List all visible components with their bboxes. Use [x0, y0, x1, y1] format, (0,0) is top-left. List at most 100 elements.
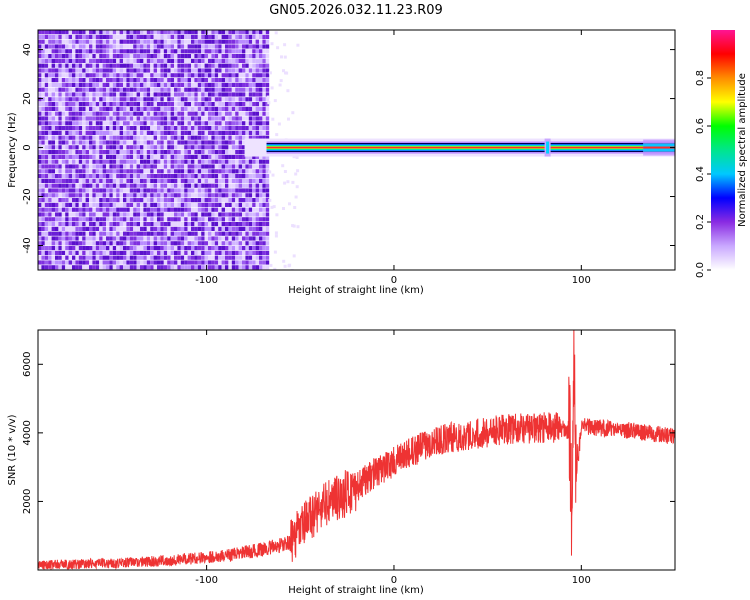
- spectrogram-cell: [136, 102, 140, 107]
- spectrogram-cell: [65, 121, 69, 126]
- spectrogram-cell: [123, 164, 127, 169]
- spectrogram-cell: [109, 250, 113, 255]
- spectrogram-cell: [126, 159, 130, 164]
- spectrogram-cell: [75, 121, 79, 126]
- spectrogram-cell: [255, 97, 259, 102]
- spectrogram-cell: [174, 34, 178, 39]
- spectrogram-cell: [102, 198, 106, 203]
- spectrogram-cell: [214, 150, 219, 155]
- spectrogram-cell: [153, 130, 157, 135]
- spectrogram-y-tick-label: 20: [22, 92, 33, 105]
- spectrogram-cell: [160, 150, 164, 155]
- spectrogram-cell: [140, 150, 144, 155]
- spectrogram-cell: [255, 111, 259, 116]
- spectrogram-cell: [65, 159, 69, 164]
- spectrogram-cell: [157, 159, 161, 164]
- spectrogram-cell: [75, 260, 79, 265]
- spectrogram-cell: [255, 255, 259, 260]
- spectrogram-cell: [245, 135, 249, 140]
- spectrogram-cell: [85, 97, 89, 102]
- spectrogram-cell: [136, 111, 140, 116]
- spectrogram-cell: [204, 178, 208, 183]
- spectrogram-cell: [126, 222, 130, 227]
- spectrogram-cell: [252, 260, 256, 265]
- spectrogram-cell: [278, 83, 282, 87]
- spectrogram-cell: [89, 73, 93, 78]
- spectrogram-cell: [102, 241, 106, 246]
- spectrogram-cell: [167, 250, 171, 255]
- spectrogram-cell: [153, 198, 157, 203]
- spectrogram-cell: [72, 116, 76, 121]
- spectrogram-cell: [78, 34, 83, 39]
- spectrogram-cell: [44, 106, 49, 111]
- spectrogram-cell: [89, 111, 93, 116]
- spectrogram-cell: [194, 159, 198, 164]
- spectrogram-cell: [214, 250, 219, 255]
- spectrogram-cell: [75, 174, 79, 179]
- spectrogram-cell: [109, 73, 113, 78]
- spectrogram-cell: [201, 92, 205, 97]
- spectrogram-cell: [126, 246, 130, 251]
- spectrogram-cell: [214, 178, 219, 183]
- spectrogram-cell: [208, 202, 212, 207]
- spectrogram-cell: [99, 34, 103, 39]
- spectrogram-cell: [197, 54, 202, 59]
- spectrogram-cell: [170, 265, 174, 270]
- spectrogram-cell: [225, 68, 229, 73]
- spectrogram-cell: [61, 202, 66, 207]
- spectrogram-cell: [265, 63, 270, 68]
- spectrogram-cell: [109, 54, 113, 59]
- spectrogram-cell: [221, 222, 225, 227]
- spectrogram-cell: [150, 154, 154, 159]
- spectrogram-cell: [72, 265, 76, 270]
- spectrogram-cell: [146, 154, 151, 159]
- spectrogram-cell: [126, 63, 130, 68]
- spectrogram-cell: [126, 58, 130, 63]
- spectrogram-cell: [191, 54, 195, 59]
- spectrogram-cell: [95, 30, 100, 35]
- spectrogram-cell: [136, 207, 140, 212]
- spectrogram-cell: [123, 198, 127, 203]
- spectrogram-cell: [129, 265, 134, 270]
- spectrogram-cell: [248, 226, 253, 231]
- spectrogram-cell: [99, 231, 103, 236]
- spectrogram-cell: [55, 39, 59, 44]
- spectrogram-cell: [150, 246, 154, 251]
- spectrogram-cell: [180, 54, 185, 59]
- spectrogram-cell: [211, 150, 215, 155]
- spectrogram-cell: [136, 130, 140, 135]
- spectrogram-cell: [99, 150, 103, 155]
- spectrogram-cell: [235, 188, 239, 193]
- spectrogram-cell: [78, 39, 83, 44]
- spectrogram-cell: [255, 73, 259, 78]
- spectrogram-cell: [150, 130, 154, 135]
- spectrogram-cell: [194, 135, 198, 140]
- spectrogram-cell: [48, 58, 52, 63]
- spectrogram-cell: [136, 73, 140, 78]
- spectrogram-cell: [163, 183, 168, 188]
- spectrogram-cell: [204, 34, 208, 39]
- spectrogram-cell: [184, 49, 188, 54]
- spectrogram-cell: [65, 183, 69, 188]
- spectrogram-cell: [255, 236, 259, 241]
- spectrogram-cell: [252, 164, 256, 169]
- spectrogram-cell: [160, 49, 164, 54]
- spectrogram-cell: [259, 178, 263, 183]
- spectrogram-cell: [150, 82, 154, 87]
- spectrogram-cell: [143, 68, 147, 73]
- spectrogram-cell: [153, 92, 157, 97]
- spectrogram-cell: [146, 150, 151, 155]
- spectrogram-cell: [136, 92, 140, 97]
- spectrogram-cell: [129, 111, 134, 116]
- spectrogram-cell: [194, 140, 198, 145]
- spectrogram-cell: [116, 82, 120, 87]
- spectrogram-cell: [242, 58, 246, 63]
- spectrogram-cell: [259, 188, 263, 193]
- spectrogram-cell: [106, 92, 110, 97]
- spectrogram-cell: [72, 121, 76, 126]
- spectrogram-cell: [38, 102, 42, 107]
- spectrogram-cell: [72, 63, 76, 68]
- spectrogram-cell: [191, 250, 195, 255]
- spectrogram-cell: [184, 202, 188, 207]
- spectrogram-cell: [296, 43, 300, 47]
